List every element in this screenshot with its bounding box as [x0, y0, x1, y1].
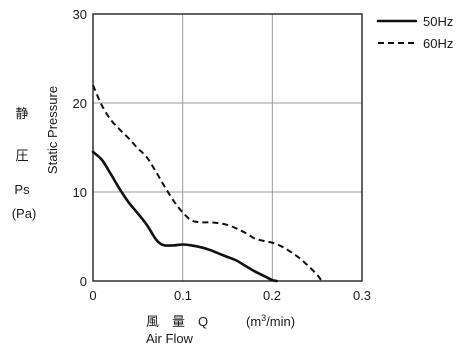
x-axis-label-en: Air Flow	[146, 331, 194, 346]
x-axis-label-unit: (m3/min)	[246, 313, 295, 329]
series-line-60hz	[92, 84, 323, 282]
legend: 50Hz 60Hz	[376, 14, 453, 51]
legend-label-60hz: 60Hz	[423, 36, 453, 51]
y-tick-label-30: 30	[73, 7, 87, 22]
grid	[93, 14, 362, 281]
x-tick-label-0: 0	[89, 288, 96, 303]
x-tick-label-0.2: 0.2	[263, 288, 281, 303]
plot-frame	[92, 13, 363, 282]
x-axis-unit-sup: 3	[261, 313, 266, 323]
x-tick-label-0.3: 0.3	[353, 288, 371, 303]
y-tick-label-0: 0	[80, 274, 87, 289]
y-axis-label-en: Static Pressure	[45, 86, 60, 174]
x-axis-unit-pre: (m	[246, 314, 261, 329]
series-line-50hz	[91, 150, 279, 283]
y-axis-label-cjk-2: 圧	[15, 148, 28, 163]
y-axis-label-cjk-1: 静	[15, 106, 28, 121]
x-axis-label-cjk: 風 量 Q	[146, 314, 208, 329]
y-tick-label-10: 10	[73, 185, 87, 200]
x-axis-unit-post: /min)	[266, 314, 295, 329]
y-axis-label-unit: (Pa)	[12, 206, 37, 221]
y-tick-label-20: 20	[73, 96, 87, 111]
x-tick-label-0.1: 0.1	[174, 288, 192, 303]
y-axis-label-symbol: Ps	[14, 182, 30, 197]
legend-label-50hz: 50Hz	[423, 14, 453, 29]
